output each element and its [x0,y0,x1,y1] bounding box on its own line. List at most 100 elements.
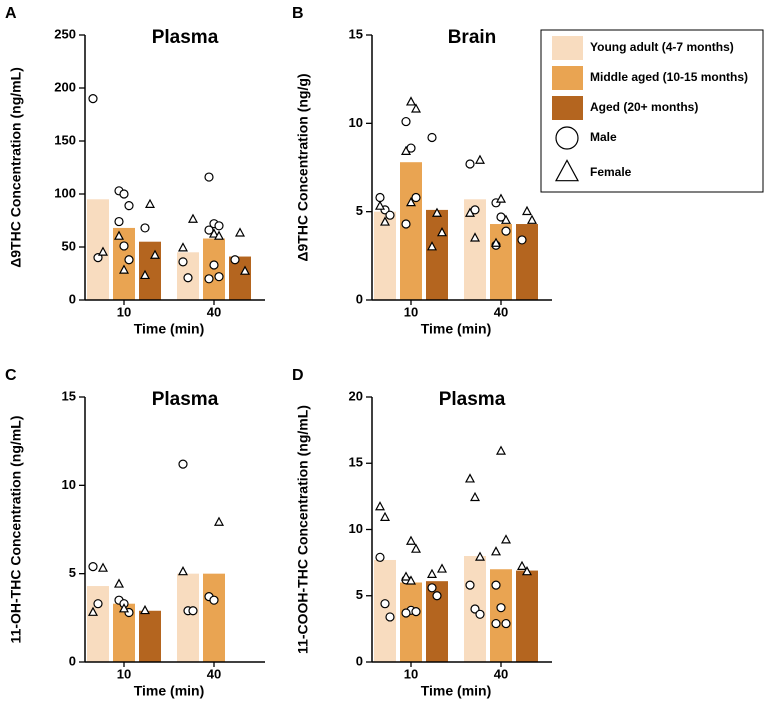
marker-triangle [139,269,151,280]
marker-triangle [239,265,251,275]
y-tick-label: 150 [54,132,76,147]
y-tick-label: 0 [69,653,76,668]
panel-letter: C [5,367,17,384]
marker-triangle [374,200,386,210]
marker-triangle [118,264,130,274]
bar [87,586,109,662]
marker-circle [496,603,506,613]
y-axis-label: 11-OH-THC Concentration (ng/mL) [8,416,24,644]
marker-triangle [113,230,125,240]
marker-triangle [177,242,189,252]
marker-circle [475,609,485,619]
marker-circle [209,260,219,270]
y-tick-label: 20 [349,388,363,403]
marker-triangle [516,560,528,571]
y-tick-label: 200 [54,79,76,94]
bar [516,570,538,662]
marker-circle [178,459,188,469]
marker-triangle [500,214,512,224]
marker-triangle [144,198,156,208]
marker-triangle [400,571,412,581]
x-tick-label: 10 [404,304,418,319]
marker-triangle [490,546,502,556]
panel-letter: A [5,5,17,22]
marker-circle [204,274,214,284]
bar [490,569,512,662]
panel-letter: B [292,5,304,22]
marker-circle [380,599,390,609]
marker-triangle [495,193,507,203]
marker-triangle [405,575,417,585]
marker-triangle [177,566,189,576]
y-tick-label: 10 [349,521,363,536]
y-tick-label: 10 [62,477,76,492]
marker-circle [427,132,437,143]
marker-circle [517,235,527,245]
marker-triangle [431,207,443,217]
x-tick-label: 40 [207,304,221,319]
marker-triangle [234,227,246,237]
bar [400,162,422,300]
marker-circle [119,241,129,251]
marker-circle [491,580,501,590]
y-axis-label: Δ9THC Concentration (ng/mL) [8,67,24,268]
y-tick-label: 15 [349,26,363,41]
marker-circle [501,226,511,236]
y-tick-label: 5 [69,565,76,580]
legend-label: Middle aged (10-15 months) [590,70,748,84]
y-tick-label: 0 [356,291,363,306]
legend-label: Young adult (4-7 months) [590,40,734,54]
marker-circle [401,116,411,127]
chart-title: Brain [448,27,497,48]
marker-triangle [464,473,476,483]
marker-circle [88,93,98,104]
marker-circle [411,607,421,617]
marker-circle [88,561,98,572]
marker-triangle [405,96,417,106]
y-tick-label: 0 [356,653,363,668]
y-tick-label: 100 [54,185,76,200]
marker-triangle [113,578,125,588]
bar [374,211,396,300]
marker-circle [124,255,134,265]
legend-label: Male [590,130,617,144]
bar [400,582,422,662]
panel-letter: D [292,367,304,384]
chart-title: Plasma [152,389,219,410]
marker-triangle [436,563,448,573]
marker-triangle [554,159,580,182]
marker-triangle [400,145,412,155]
marker-triangle [521,566,533,576]
marker-triangle [139,604,151,615]
bar [464,199,486,300]
bar [203,573,225,662]
marker-circle [375,552,385,562]
marker-triangle [379,216,391,226]
marker-triangle [526,214,538,224]
marker-circle [375,192,385,203]
marker-circle [555,126,579,150]
chart-title: Plasma [152,27,219,48]
marker-triangle [500,534,512,544]
marker-triangle [490,237,502,247]
bar [87,199,109,300]
y-tick-label: 15 [62,388,76,403]
legend-swatch [552,96,583,120]
marker-circle [501,618,511,629]
x-tick-label: 10 [404,666,418,681]
marker-circle [214,272,224,282]
y-tick-label: 10 [349,115,363,130]
marker-circle [178,257,188,267]
marker-triangle [87,606,99,616]
marker-circle [491,618,501,629]
marker-triangle [469,491,481,502]
marker-triangle [426,568,438,578]
marker-circle [411,192,421,203]
marker-circle [385,612,395,622]
marker-circle [124,201,134,211]
legend-label: Female [590,165,632,179]
marker-circle [204,225,214,235]
marker-circle [432,591,442,601]
marker-triangle [436,227,448,237]
y-tick-label: 15 [349,455,363,470]
